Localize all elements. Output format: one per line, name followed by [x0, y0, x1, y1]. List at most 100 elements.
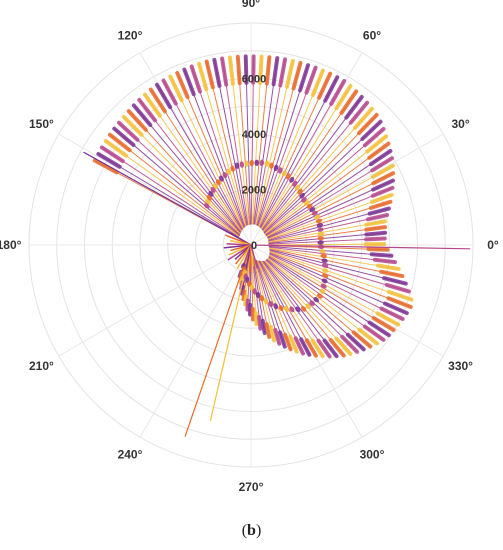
spike-tip: [284, 58, 295, 89]
spike-tip: [323, 75, 340, 103]
spike-tip: [116, 120, 140, 142]
inner-loop-mark: [320, 253, 327, 259]
angular-tick-label: 60°: [363, 28, 381, 42]
inner-loop-mark: [210, 186, 216, 193]
grid-spoke: [250, 244, 444, 357]
spike-tip: [364, 236, 387, 242]
inner-loop-mark: [292, 180, 298, 187]
inner-loop-mark: [321, 278, 328, 284]
caption-close-paren: ): [255, 522, 262, 539]
spike-tip: [334, 336, 353, 356]
inner-loop-mark: [282, 170, 287, 177]
spike-tip: [362, 126, 386, 148]
angular-tick-label: 90°: [242, 0, 260, 10]
spike-tip: [334, 83, 353, 111]
radial-tick-labels: 0 2000 4000 6000: [242, 74, 266, 253]
angular-tick-label: 0°: [487, 238, 499, 252]
inner-loop-mark: [289, 176, 295, 183]
spike-tip: [293, 336, 305, 356]
inner-loop-mark: [263, 298, 269, 305]
spike-tip: [364, 230, 388, 237]
grid-spoke: [58, 133, 252, 246]
spike-tip: [370, 156, 394, 173]
inner-loop-mark: [285, 173, 291, 180]
spike-tip: [258, 54, 264, 85]
spike-tip: [131, 103, 153, 127]
spike-tip: [386, 296, 413, 309]
inner-loop-mark: [317, 236, 325, 241]
inner-loop-mark: [309, 300, 316, 306]
origin-spike: [250, 244, 259, 269]
spike-tip: [375, 311, 401, 327]
radial-tick-label: 2000: [242, 185, 266, 197]
spike-tip: [278, 330, 287, 349]
inner-loop-mark: [301, 306, 307, 312]
spike-tip: [103, 139, 129, 158]
inner-loop-mark: [259, 159, 265, 166]
spike-tip: [368, 148, 393, 167]
spike-tip: [257, 315, 263, 331]
envelope-marks: [203, 159, 329, 313]
outlier-spike: [83, 151, 247, 243]
spike-tip: [264, 322, 272, 340]
caption-letter: b: [247, 522, 256, 539]
spike-tip: [245, 298, 250, 312]
spike: [118, 122, 241, 236]
spike-tip: [298, 63, 311, 93]
spike-tip: [235, 54, 242, 86]
spike-tip: [371, 171, 396, 186]
inner-loop-mark: [273, 164, 279, 172]
inner-loop-mark: [299, 192, 305, 199]
inner-loop-mark: [315, 218, 323, 224]
inner-loop-mark: [319, 249, 326, 254]
spike-tip: [339, 89, 359, 115]
inner-loop-mark: [264, 160, 270, 167]
spike-tip: [126, 109, 148, 132]
spike-tip: [366, 213, 390, 222]
inner-loop-mark: [311, 210, 318, 216]
spike-tip: [372, 257, 397, 265]
angular-tick-label: 210°: [29, 359, 54, 373]
spike-tip: [371, 316, 396, 333]
spike-tip: [260, 318, 267, 336]
spike-tip: [383, 301, 409, 316]
spike-tip: [268, 325, 277, 343]
inner-loop-mark: [317, 293, 323, 299]
inner-loop-mark: [301, 197, 307, 203]
spike-tip: [328, 338, 346, 358]
inner-loop-mark: [321, 258, 328, 263]
angular-tick-label: 150°: [29, 117, 54, 131]
radial-tick-label: 6000: [242, 74, 266, 86]
outlier-spike: [184, 250, 250, 437]
inner-loop-mark: [215, 179, 221, 186]
spike-tip: [212, 57, 222, 88]
angular-tick-label: 330°: [448, 359, 473, 373]
spike-tip: [112, 126, 136, 147]
spike-tip: [369, 252, 394, 258]
spike-tip: [148, 87, 167, 114]
spike-tip: [367, 141, 391, 160]
inner-loop-mark: [306, 203, 313, 209]
spike-tip: [345, 332, 366, 352]
spike-tip: [288, 334, 299, 354]
spike-tip: [175, 70, 190, 100]
spike-tip: [107, 132, 132, 153]
inner-loop-mark: [289, 306, 295, 313]
spike-tip: [367, 206, 391, 216]
inner-loop-mark: [269, 162, 274, 169]
inner-loop-mark: [322, 273, 329, 279]
spike-tip: [364, 225, 388, 232]
inner-loop-mark: [278, 304, 284, 312]
inner-loop-mark: [226, 168, 231, 175]
spike-tip: [92, 158, 119, 175]
inner-loop-mark: [295, 306, 301, 313]
spike: [144, 94, 242, 232]
inner-loop-mark: [222, 171, 228, 179]
caption-open-paren: (: [241, 522, 248, 539]
inner-loop-mark: [244, 160, 249, 167]
inner-loop-mark: [234, 162, 240, 169]
inner-loop-mark: [320, 283, 327, 289]
spike-tip: [197, 61, 209, 92]
spike-tip: [322, 338, 339, 359]
